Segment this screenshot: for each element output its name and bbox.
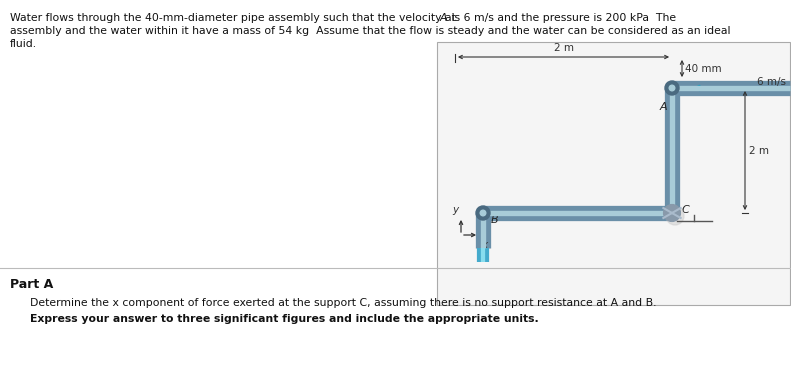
Text: fluid.: fluid. — [10, 39, 37, 49]
Circle shape — [665, 81, 679, 95]
Circle shape — [480, 210, 486, 216]
Text: y: y — [452, 205, 458, 215]
Circle shape — [669, 85, 675, 91]
Text: Water flows through the 40-mm-diameter pipe assembly such that the velocity at: Water flows through the 40-mm-diameter p… — [10, 13, 460, 23]
Text: is 6 m/s and the pressure is 200 kPa  The: is 6 m/s and the pressure is 200 kPa The — [448, 13, 676, 23]
Circle shape — [664, 205, 680, 222]
Text: Determine the x component of force exerted at the support C, assuming there is n: Determine the x component of force exert… — [30, 298, 657, 308]
Text: assembly and the water within it have a mass of 54 kg  Assume that the flow is s: assembly and the water within it have a … — [10, 26, 731, 36]
Text: A: A — [440, 13, 448, 23]
Text: B: B — [491, 215, 498, 225]
Text: 2 m: 2 m — [554, 43, 573, 53]
Text: C: C — [682, 205, 690, 215]
Bar — [437, 42, 790, 305]
Text: Part A: Part A — [10, 278, 53, 291]
Ellipse shape — [666, 207, 684, 225]
Text: 6 m/s: 6 m/s — [757, 77, 786, 87]
Text: 2 m: 2 m — [749, 146, 769, 156]
Text: x: x — [481, 240, 487, 250]
Text: A: A — [660, 102, 668, 112]
Text: 40 mm: 40 mm — [685, 63, 721, 73]
Text: Express your answer to three significant figures and include the appropriate uni: Express your answer to three significant… — [30, 314, 539, 324]
Circle shape — [476, 206, 490, 220]
